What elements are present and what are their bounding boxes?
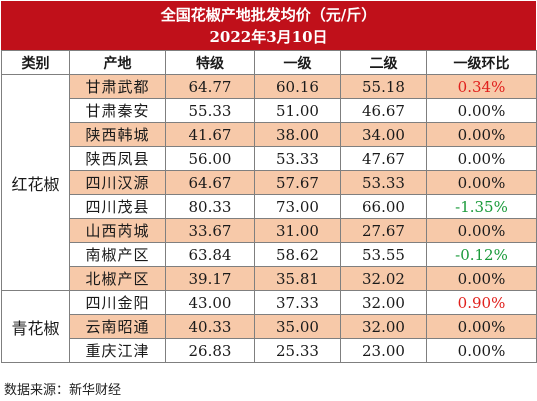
- data-source-note: 数据来源：新华财经: [4, 383, 122, 398]
- special-grade-cell: 26.83: [165, 338, 255, 363]
- special-grade-cell: 39.17: [165, 266, 255, 291]
- second-grade-cell: 53.33: [340, 170, 427, 195]
- table-date: 2022年3月10日: [209, 28, 328, 46]
- change-cell: 0.90%: [426, 290, 537, 315]
- special-grade-cell: 41.67: [165, 122, 255, 147]
- table-row: 甘肃秦安 55.33 51.00 46.67 0.00%: [2, 98, 537, 123]
- first-grade-cell: 57.67: [254, 170, 341, 195]
- table-row: 陕西凤县 56.00 53.33 47.67 0.00%: [2, 146, 537, 171]
- change-cell: 0.00%: [426, 98, 537, 123]
- change-cell: 0.00%: [426, 146, 537, 171]
- column-header-first-grade: 一级: [254, 50, 341, 75]
- origin-cell: 四川金阳: [69, 290, 166, 315]
- table-row: 南椒产区 63.84 58.62 53.55 -0.12%: [2, 242, 537, 267]
- origin-cell: 陕西凤县: [69, 146, 166, 171]
- special-grade-cell: 64.77: [165, 74, 255, 99]
- origin-cell: 四川汉源: [69, 170, 166, 195]
- first-grade-cell: 35.00: [254, 314, 341, 339]
- first-grade-cell: 53.33: [254, 146, 341, 171]
- table-row: 重庆江津 26.83 25.33 23.00 0.00%: [2, 338, 537, 363]
- first-grade-cell: 73.00: [254, 194, 341, 219]
- first-grade-cell: 38.00: [254, 122, 341, 147]
- special-grade-cell: 63.84: [165, 242, 255, 267]
- origin-cell: 云南昭通: [69, 314, 166, 339]
- change-cell: 0.00%: [426, 218, 537, 243]
- change-cell: 0.00%: [426, 170, 537, 195]
- change-cell: 0.00%: [426, 122, 537, 147]
- table-row: 北椒产区 39.17 35.81 32.02 0.00%: [2, 266, 537, 291]
- first-grade-cell: 25.33: [254, 338, 341, 363]
- column-header-first-grade-change: 一级环比: [426, 50, 537, 75]
- second-grade-cell: 55.18: [340, 74, 427, 99]
- column-header-origin: 产地: [69, 50, 166, 75]
- table-row: 红花椒 甘肃武都 64.77 60.16 55.18 0.34%: [1, 74, 537, 291]
- second-grade-cell: 32.02: [340, 266, 427, 291]
- special-grade-cell: 33.67: [165, 218, 255, 243]
- special-grade-cell: 56.00: [165, 146, 255, 171]
- category-cell: 青花椒: [1, 290, 70, 363]
- table-row: 山西芮城 33.67 31.00 27.67 0.00%: [2, 218, 537, 243]
- column-header-category: 类别: [1, 50, 70, 75]
- origin-cell: 北椒产区: [69, 266, 166, 291]
- special-grade-cell: 80.33: [165, 194, 255, 219]
- first-grade-cell: 35.81: [254, 266, 341, 291]
- column-header-second-grade: 二级: [340, 50, 427, 75]
- category-cell: 红花椒: [1, 74, 70, 291]
- column-header-special-grade: 特级: [165, 50, 255, 75]
- origin-cell: 甘肃武都: [69, 74, 166, 99]
- change-cell: 0.00%: [426, 266, 537, 291]
- table-row: 云南昭通 40.33 35.00 32.00 0.00%: [2, 314, 537, 339]
- origin-cell: 山西芮城: [69, 218, 166, 243]
- second-grade-cell: 32.00: [340, 290, 427, 315]
- change-cell: 0.00%: [426, 338, 537, 363]
- special-grade-cell: 43.00: [165, 290, 255, 315]
- first-grade-cell: 60.16: [254, 74, 341, 99]
- second-grade-cell: 53.55: [340, 242, 427, 267]
- special-grade-cell: 64.67: [165, 170, 255, 195]
- change-cell: -0.12%: [426, 242, 537, 267]
- second-grade-cell: 23.00: [340, 338, 427, 363]
- change-cell: 0.34%: [426, 74, 537, 99]
- first-grade-cell: 37.33: [254, 290, 341, 315]
- table-title: 全国花椒产地批发均价（元/斤）: [160, 6, 377, 24]
- special-grade-cell: 40.33: [165, 314, 255, 339]
- special-grade-cell: 55.33: [165, 98, 255, 123]
- table-header: 全国花椒产地批发均价（元/斤） 2022年3月10日: [1, 1, 536, 50]
- first-grade-cell: 58.62: [254, 242, 341, 267]
- second-grade-cell: 34.00: [340, 122, 427, 147]
- table-row: 青花椒 四川金阳 43.00 37.33 32.00 0.90%: [1, 290, 537, 363]
- second-grade-cell: 27.67: [340, 218, 427, 243]
- change-cell: 0.00%: [426, 314, 537, 339]
- first-grade-cell: 51.00: [254, 98, 341, 123]
- table-row: 四川汉源 64.67 57.67 53.33 0.00%: [2, 170, 537, 195]
- table-row: 四川茂县 80.33 73.00 66.00 -1.35%: [2, 194, 537, 219]
- column-header-row: 类别 产地 特级 一级 二级 一级环比: [1, 50, 537, 75]
- second-grade-cell: 46.67: [340, 98, 427, 123]
- price-table: 类别 产地 特级 一级 二级 一级环比 红花椒 甘肃武都 64.77 60.16 55.…: [1, 50, 537, 363]
- first-grade-cell: 31.00: [254, 218, 341, 243]
- origin-cell: 甘肃秦安: [69, 98, 166, 123]
- table-row: 陕西韩城 41.67 38.00 34.00 0.00%: [2, 122, 537, 147]
- origin-cell: 陕西韩城: [69, 122, 166, 147]
- origin-cell: 四川茂县: [69, 194, 166, 219]
- change-cell: -1.35%: [426, 194, 537, 219]
- origin-cell: 南椒产区: [69, 242, 166, 267]
- second-grade-cell: 66.00: [340, 194, 427, 219]
- second-grade-cell: 47.67: [340, 146, 427, 171]
- origin-cell: 重庆江津: [69, 338, 166, 363]
- second-grade-cell: 32.00: [340, 314, 427, 339]
